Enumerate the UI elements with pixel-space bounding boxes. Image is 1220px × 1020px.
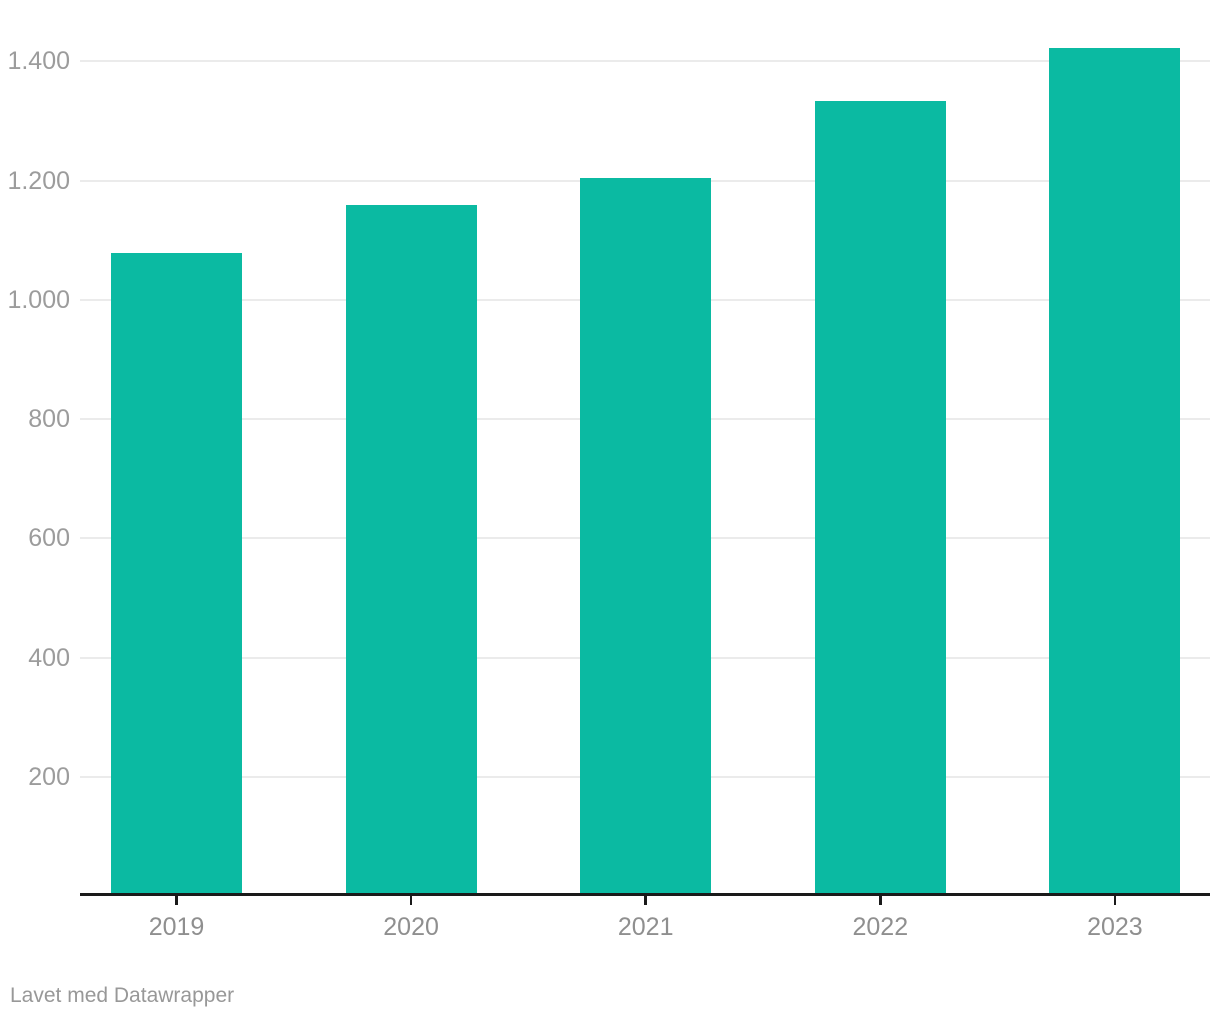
- y-axis-tick-label: 1.400: [7, 47, 70, 76]
- x-axis-tick-label-2020: 2020: [383, 913, 439, 941]
- y-axis-tick-label: 600: [28, 524, 70, 553]
- x-axis-tick-label-2019: 2019: [148, 913, 205, 941]
- x-axis-tick-2022: [879, 895, 882, 905]
- bar-2020: [345, 204, 477, 893]
- x-axis-line: [80, 892, 1210, 896]
- bar-2021: [580, 178, 712, 893]
- x-axis-tick-2023: [1113, 895, 1117, 905]
- y-axis-tick-label: 1.200: [7, 166, 70, 195]
- x-axis-tick-label-2022: 2022: [852, 913, 909, 941]
- y-axis-tick-label: 800: [28, 405, 70, 433]
- datawrapper-attribution-link[interactable]: Lavet med Datawrapper: [10, 984, 235, 1007]
- x-axis-tick-label-2021: 2021: [617, 913, 674, 941]
- y-axis-tick-label: 400: [28, 643, 70, 672]
- x-axis-tick-label-2023: 2023: [1087, 913, 1143, 941]
- y-axis-tick-label: 200: [28, 762, 70, 791]
- x-axis-tick-2021: [644, 895, 647, 905]
- attribution: Lavet med Datawrapper: [10, 983, 234, 1009]
- bar-2019: [111, 253, 242, 893]
- gridline-1400: [80, 60, 1210, 63]
- bar-2023: [1049, 48, 1181, 893]
- y-axis-tick-label: 1.000: [7, 285, 70, 314]
- x-axis-tick-2019: [175, 895, 178, 905]
- bar-2022: [814, 101, 946, 893]
- x-axis-tick-2020: [409, 895, 413, 905]
